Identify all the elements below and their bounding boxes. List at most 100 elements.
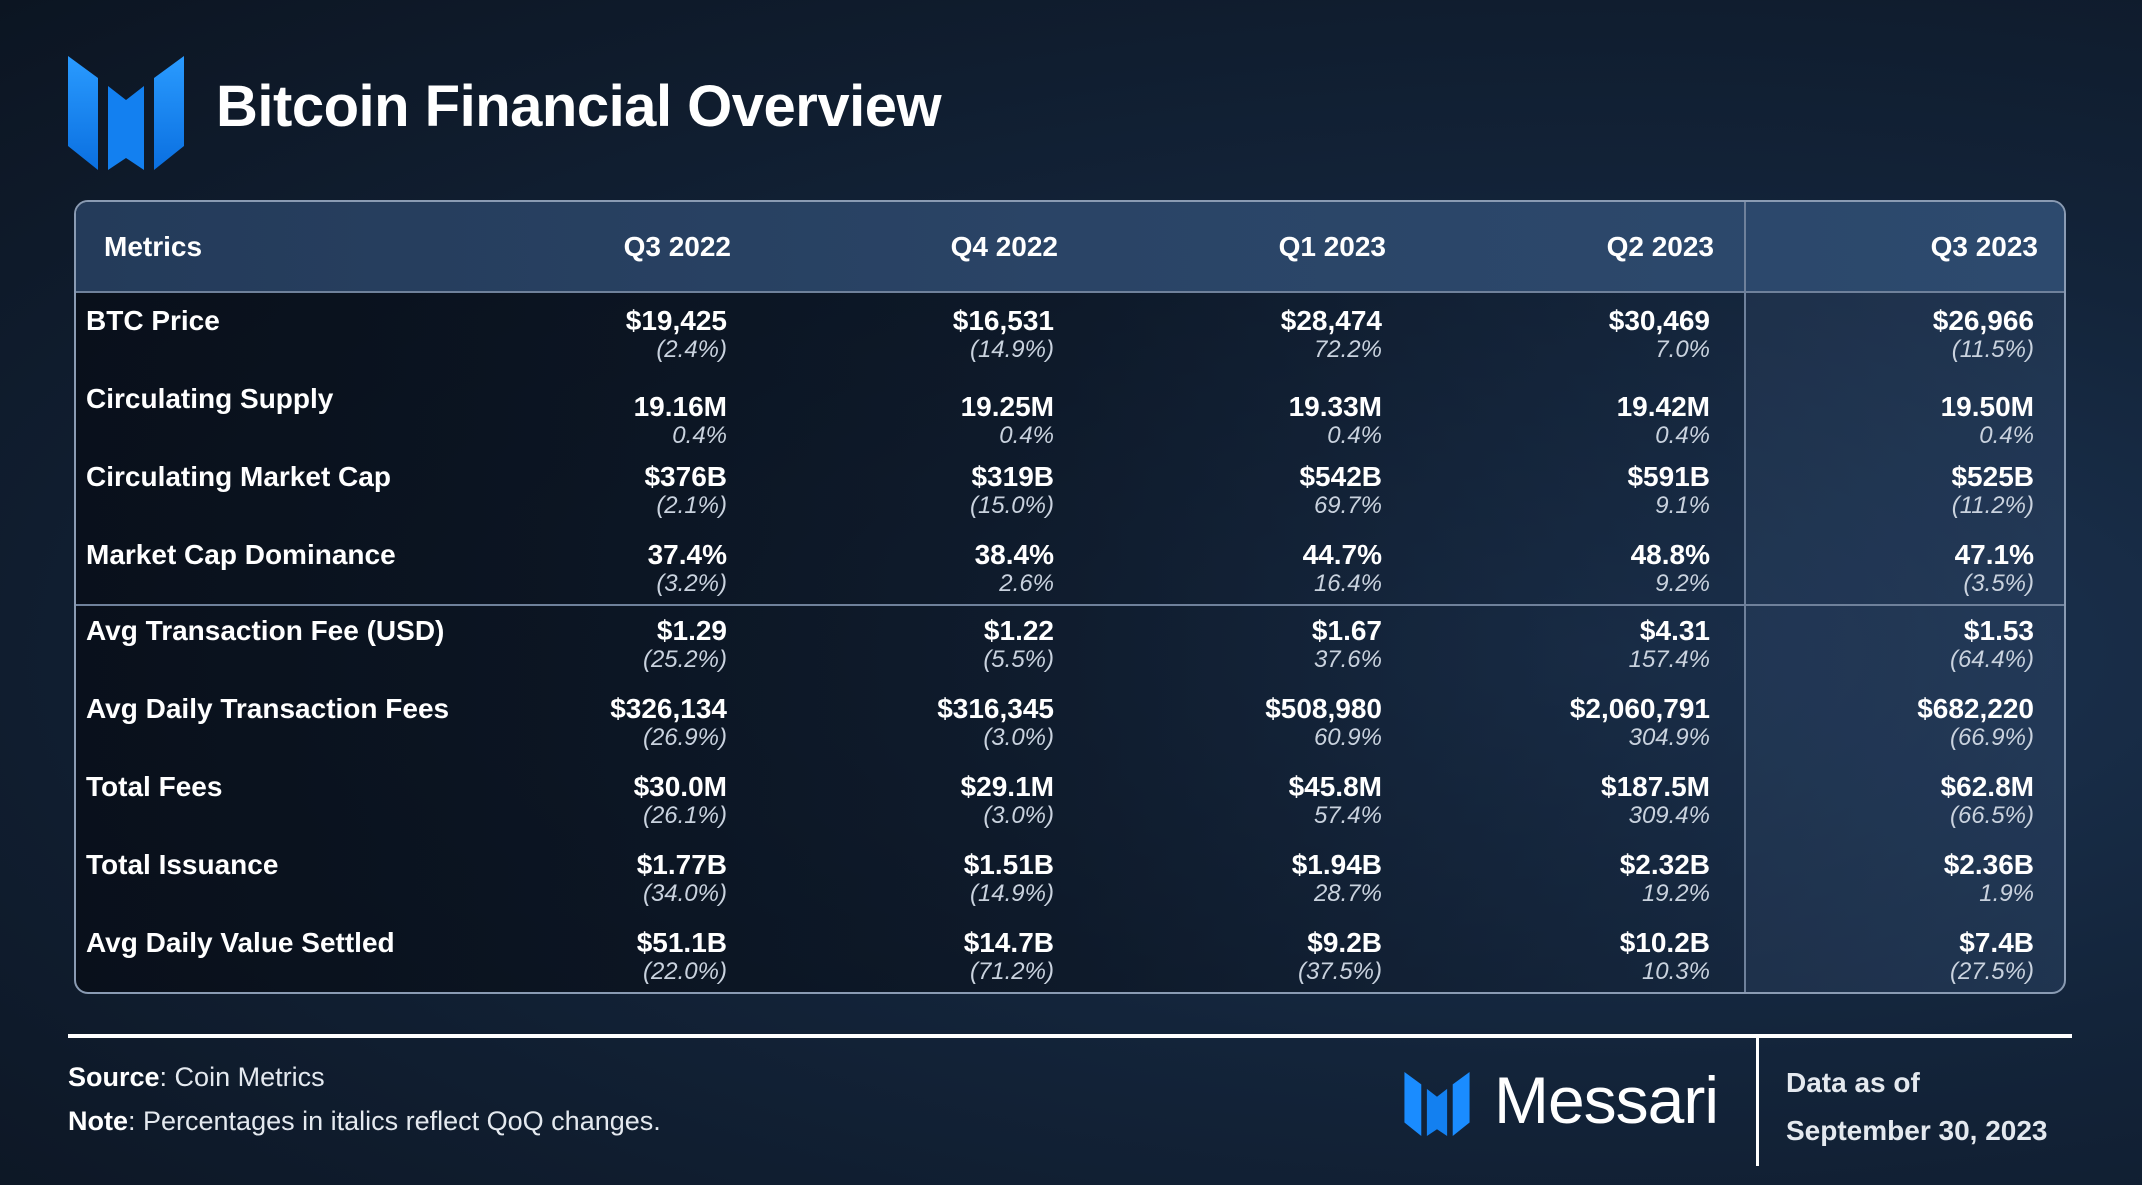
table-cell-change: (66.9%) [1949,724,2034,751]
metric-label: Market Cap Dominance [86,539,396,570]
table-cell-value: $326,134 [610,693,727,724]
brand-name: Messari [1494,1063,1719,1137]
table-cell-change: (34.0%) [642,880,727,907]
messari-logo-icon [68,56,184,170]
table-cell-change: (64.4%) [1949,646,2034,673]
table-cell-value: $319B [971,461,1054,492]
metric-label: Avg Daily Value Settled [86,927,395,958]
table-cell-change: 0.4% [1327,422,1382,449]
metric-label: Total Issuance [86,849,279,880]
table-cell-value: $1.67 [1311,615,1382,646]
metric-label: Circulating Market Cap [86,461,391,492]
table-cell-change: (5.5%) [983,646,1054,673]
table-cell-value: 19.33M [1288,391,1382,422]
financial-table: Metrics Q3 2022 Q4 2022 Q1 2023 Q2 2023 Q3 20… [74,200,2066,994]
table-cell-change: (3.0%) [983,724,1054,751]
metric-label: Total Fees [86,771,223,802]
table-cell-change: 57.4% [1313,802,1382,829]
table-cell-change: (3.2%) [656,570,727,597]
table-cell-change: 72.2% [1313,336,1382,363]
table-cell-value: $16,531 [952,305,1054,336]
table-cell-value: $187.5M [1601,771,1710,802]
table-cell-value: 19.42M [1616,391,1710,422]
table-cell-value: $1.53 [1963,615,2034,646]
table-header-row [76,202,2064,293]
table-cell-value: $9.2B [1307,927,1382,958]
current-quarter-highlight [1744,202,2064,992]
table-cell-value: 37.4% [647,539,727,570]
table-cell-value: $2.32B [1619,849,1710,880]
table-cell-value: $1.94B [1291,849,1382,880]
table-cell-value: $316,345 [937,693,1054,724]
table-cell-change: 16.4% [1313,570,1382,597]
table-cell-value: $1.29 [656,615,727,646]
table-cell-value: $29.1M [960,771,1054,802]
table-cell-change: 304.9% [1628,724,1710,751]
table-cell-value: $45.8M [1288,771,1382,802]
table-cell-value: $10.2B [1619,927,1710,958]
table-cell-change: (11.2%) [1951,492,2034,519]
table-cell-change: (37.5%) [1297,958,1382,985]
section-divider [76,604,2064,606]
as-of-label: Data as of [1786,1067,1920,1098]
table-cell-value: $19,425 [625,305,727,336]
table-cell-change: (14.9%) [969,880,1054,907]
header-q2-2023: Q2 2023 [1606,231,1714,262]
table-cell-change: 19.2% [1641,880,1710,907]
table-cell-change: 0.4% [999,422,1054,449]
table-cell-change: (15.0%) [969,492,1054,519]
table-cell-value: $525B [1951,461,2034,492]
table-cell-change: 9.2% [1655,570,1710,597]
table-cell-change: 1.9% [1979,880,2034,907]
metric-label: Avg Transaction Fee (USD) [86,615,445,646]
table-cell-value: $1.77B [636,849,727,880]
table-cell-change: 10.3% [1641,958,1710,985]
table-cell-value: 47.1% [1954,539,2034,570]
table-cell-value: $1.22 [983,615,1054,646]
table-cell-value: 19.25M [960,391,1054,422]
table-cell-change: 28.7% [1313,880,1382,907]
table-cell-value: $4.31 [1639,615,1710,646]
table-cell-value: $62.8M [1940,771,2034,802]
metric-label: BTC Price [86,305,220,336]
table-cell-change: (66.5%) [1949,802,2034,829]
source-note: Source: Coin Metrics [68,1060,325,1094]
table-cell-change: 9.1% [1655,492,1710,519]
table-cell-value: $28,474 [1280,305,1382,336]
table-cell-change: 0.4% [1979,422,2034,449]
page-title: Bitcoin Financial Overview [216,74,942,139]
messari-brand-icon [1404,1072,1470,1136]
source-text: : Coin Metrics [159,1062,325,1092]
table-cell-change: (26.9%) [642,724,727,751]
table-cell-change: (14.9%) [969,336,1054,363]
table-cell-change: 0.4% [1655,422,1710,449]
as-of-date: September 30, 2023 [1786,1115,2048,1146]
table-cell-value: $2.36B [1943,849,2034,880]
table-cell-value: $30.0M [633,771,727,802]
table-cell-value: $591B [1627,461,1710,492]
table-cell-change: 7.0% [1655,336,1710,363]
table-cell-value: $2,060,791 [1569,693,1710,724]
table-cell-value: $376B [644,461,727,492]
table-cell-change: 309.4% [1628,802,1710,829]
metric-label: Avg Daily Transaction Fees [86,693,450,724]
footer-vertical-divider [1756,1036,1759,1166]
table-cell-value: $26,966 [1932,305,2034,336]
table-cell-change: 0.4% [672,422,727,449]
table-cell-value: $7.4B [1959,927,2034,958]
table-cell-value: $542B [1299,461,1382,492]
qoq-note: Note: Percentages in italics reflect QoQ… [68,1104,661,1138]
table-cell-change: 37.6% [1313,646,1382,673]
note-label: Note [68,1106,128,1136]
table-cell-change: 2.6% [999,570,1054,597]
table-cell-value: $30,469 [1608,305,1710,336]
table-cell-value: $14.7B [963,927,1054,958]
header-q1-2023: Q1 2023 [1278,231,1386,262]
table-cell-value: $1.51B [963,849,1054,880]
table-cell-change: (27.5%) [1949,958,2034,985]
table-cell-change: 60.9% [1313,724,1382,751]
header-q4-2022: Q4 2022 [950,231,1058,262]
table-cell-change: (11.5%) [1951,336,2034,363]
table-cell-change: (26.1%) [642,802,727,829]
table-cell-change: (2.1%) [656,492,727,519]
